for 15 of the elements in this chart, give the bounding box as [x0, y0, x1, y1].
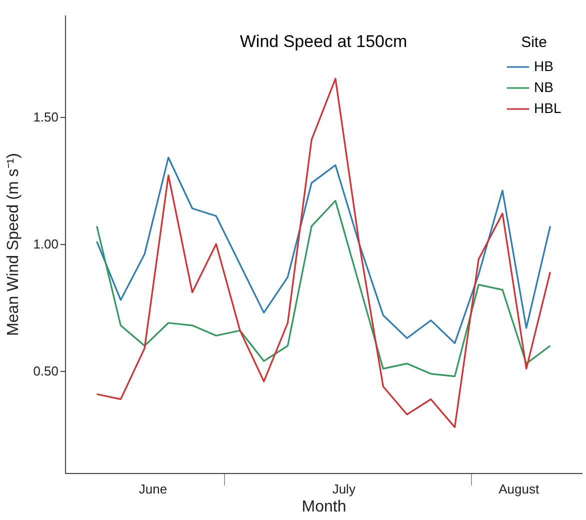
- x-tick-label: July: [332, 482, 356, 496]
- legend-title: Site: [521, 34, 547, 51]
- legend-label: NB: [534, 79, 554, 95]
- line-series: [96, 200, 551, 378]
- y-tick-label: 1.50: [33, 109, 58, 124]
- y-tick-label: 0.50: [33, 364, 58, 379]
- legend-label: HBL: [534, 100, 562, 116]
- x-tick-label: June: [138, 482, 168, 496]
- line-series: [96, 156, 551, 344]
- x-axis-title: Month: [302, 498, 346, 516]
- y-axis-title: Mean Wind Speed (m s⁻¹): [5, 153, 22, 336]
- y-tick-label: 1.00: [33, 236, 58, 252]
- legend-label: HB: [534, 58, 554, 74]
- text: Wind Speed at 150cm: [240, 32, 408, 51]
- x-tick-label: August: [498, 482, 540, 496]
